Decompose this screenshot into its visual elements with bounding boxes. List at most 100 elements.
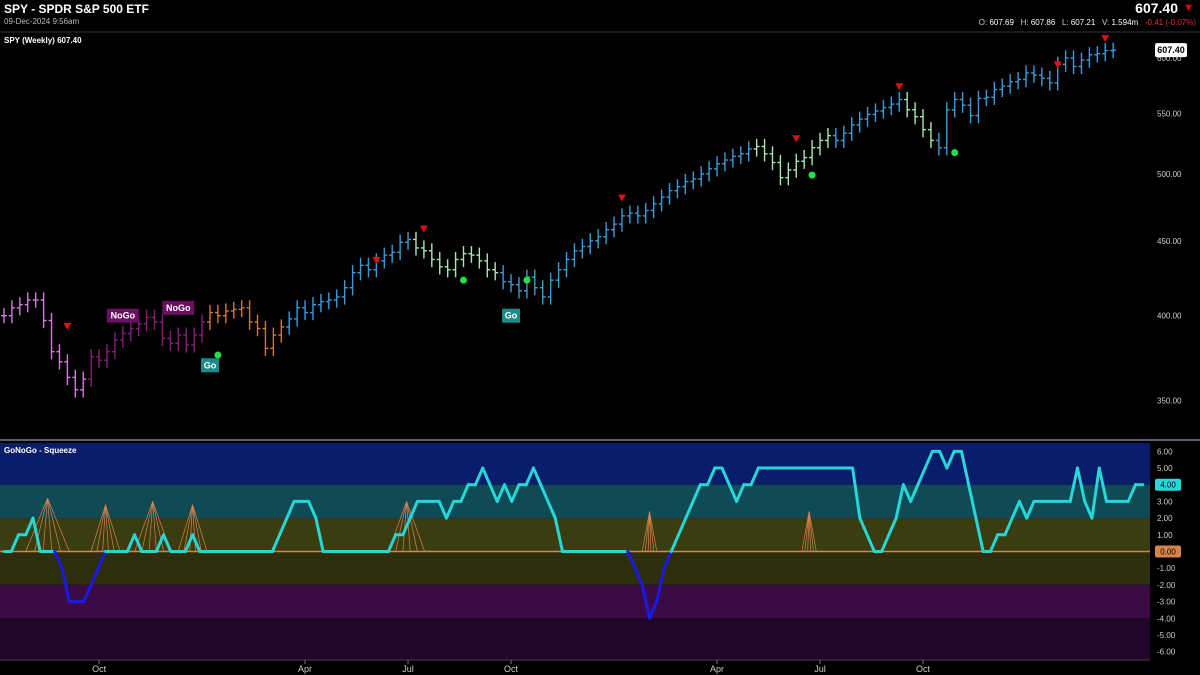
osc-segment <box>89 566 100 587</box>
annotation-text: Go <box>505 311 518 321</box>
ohlc-bar <box>405 231 412 250</box>
osc-segment <box>967 483 978 520</box>
osc-segment <box>749 466 760 487</box>
osc-segment <box>720 466 731 487</box>
osc-segment <box>401 516 412 537</box>
ohlc-bar <box>151 309 158 330</box>
osc-segment <box>880 533 891 553</box>
ohlc-bar <box>698 166 705 187</box>
annotation-text: NoGo <box>166 303 191 313</box>
ohlc-bar <box>270 327 277 356</box>
chart-header: SPY - SPDR S&P 500 ETF 09-Dec-2024 9:56a… <box>0 0 1200 30</box>
ohlc-bar <box>1078 52 1085 75</box>
osc-segment <box>887 516 898 537</box>
ohlc-bar <box>175 327 182 351</box>
ohlc-bar <box>64 354 71 386</box>
squeeze-line <box>141 501 154 552</box>
ohlc-bar <box>650 196 657 219</box>
open-value: 607.69 <box>989 18 1014 27</box>
volume-value: 1.594m <box>1111 18 1139 27</box>
ohlc-bar <box>476 247 483 269</box>
ohlc-bar <box>127 320 134 342</box>
squeeze-line <box>801 511 810 552</box>
ohlc-bar <box>119 325 126 348</box>
ohlc-bar <box>1046 70 1053 91</box>
x-tick-label: Jul <box>402 664 414 674</box>
squeeze-line <box>649 511 655 552</box>
ohlc-bar <box>531 269 538 296</box>
osc-segment <box>96 550 108 570</box>
low-label: L: <box>1061 18 1069 27</box>
osc-segment <box>858 516 869 537</box>
x-tick-label: Oct <box>504 664 519 674</box>
price-tick-label: 600.00 <box>1157 54 1182 63</box>
ohlc-bar <box>72 369 79 398</box>
annotation-bg <box>200 358 219 373</box>
ohlc-bar <box>1102 42 1109 62</box>
ohlc-bar <box>302 300 309 321</box>
ohlc-bar <box>737 146 744 164</box>
ohlc-bar <box>1094 46 1101 63</box>
ohlc-bar <box>420 240 427 259</box>
squeeze-line <box>105 504 109 552</box>
ohlc-bar <box>706 161 713 182</box>
osc-segment <box>125 533 137 553</box>
squeeze-line <box>808 511 811 552</box>
osc-segment <box>278 516 289 537</box>
osc-segment <box>894 483 905 520</box>
annotation-text: Go <box>204 360 217 370</box>
osc-segment <box>495 483 506 503</box>
ohlc-bar <box>468 246 475 263</box>
ohlc-bar <box>1062 50 1069 73</box>
osc-band <box>0 484 1150 519</box>
ohlc-bar <box>397 234 404 260</box>
ohlc-bar <box>143 309 150 332</box>
squeeze-line <box>102 504 106 552</box>
ohlc-bar <box>603 222 610 245</box>
annotation-bg <box>106 308 139 323</box>
osc-segment <box>669 533 681 553</box>
ohlc-bar <box>611 216 618 238</box>
osc-segment <box>510 483 521 503</box>
osc-segment <box>307 499 318 520</box>
osc-segment <box>408 499 419 520</box>
ohlc-bar <box>880 99 887 119</box>
ohlc-bar <box>508 274 515 293</box>
squeeze-line <box>807 511 810 552</box>
annotation-bg <box>162 300 195 315</box>
ohlc-bar <box>1 308 7 324</box>
osc-segment <box>270 533 282 553</box>
ohlc-bar <box>745 141 752 162</box>
osc-segment <box>531 466 543 487</box>
osc-segment <box>1075 466 1087 503</box>
osc-last-tag-bg <box>1155 478 1181 491</box>
ohlc-bar <box>634 205 641 224</box>
ohlc-bar <box>262 320 269 356</box>
ohlc-bar <box>975 90 982 124</box>
osc-segment <box>60 566 71 604</box>
symbol-title: SPY - SPDR S&P 500 ETF <box>4 2 149 16</box>
ohlc-bar <box>278 319 285 343</box>
x-axis: Oct Apr Jul Oct Apr Jul Oct <box>0 659 1150 674</box>
triangle-down-icon <box>617 194 626 202</box>
squeeze-line <box>47 497 70 552</box>
osc-segment <box>662 550 673 570</box>
ohlc-bar <box>246 300 253 330</box>
ohlc-bar <box>333 289 340 308</box>
last-price-tag: 607.40 <box>1155 43 1187 58</box>
osc-segment <box>648 600 659 620</box>
osc-tick-label: -6.00 <box>1157 648 1176 657</box>
osc-tick-label: 2.00 <box>1157 514 1173 523</box>
squeeze-line <box>42 498 48 552</box>
osc-segment <box>1025 499 1036 520</box>
price-tick-label: 450.00 <box>1157 237 1182 246</box>
squeeze-line <box>34 498 48 552</box>
ohlc-bar <box>444 259 451 278</box>
ohlc-bar <box>515 277 522 299</box>
ohlc-bar <box>341 280 348 305</box>
ohlc-bar <box>436 251 443 275</box>
osc-zero-tag: 0.00 <box>1155 545 1181 558</box>
ohlc-bar <box>840 125 847 149</box>
ohlc-bar <box>904 91 911 118</box>
